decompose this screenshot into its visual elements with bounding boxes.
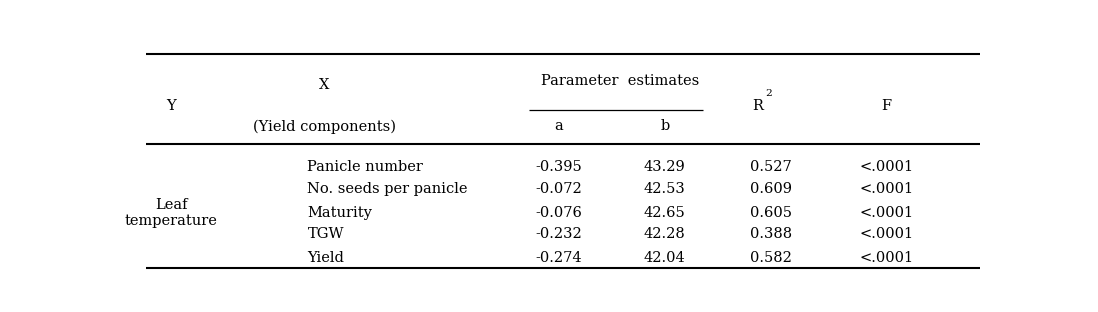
Text: X: X [320, 79, 329, 92]
Text: TGW: TGW [307, 227, 344, 241]
Text: 0.582: 0.582 [750, 251, 792, 266]
Text: 42.28: 42.28 [643, 227, 686, 241]
Text: Parameter  estimates: Parameter estimates [541, 74, 699, 88]
Text: 43.29: 43.29 [643, 160, 686, 174]
Text: <.0001: <.0001 [859, 182, 914, 196]
Text: <.0001: <.0001 [859, 160, 914, 174]
Text: Y: Y [167, 99, 176, 113]
Text: Maturity: Maturity [307, 206, 372, 220]
Text: No. seeds per panicle: No. seeds per panicle [307, 182, 468, 196]
Text: 42.65: 42.65 [643, 206, 686, 220]
Text: F: F [881, 99, 892, 113]
Text: -0.395: -0.395 [535, 160, 582, 174]
Text: -0.076: -0.076 [535, 206, 582, 220]
Text: -0.232: -0.232 [535, 227, 582, 241]
Text: <.0001: <.0001 [859, 251, 914, 266]
Text: 0.527: 0.527 [750, 160, 792, 174]
Text: -0.274: -0.274 [535, 251, 582, 266]
Text: <.0001: <.0001 [859, 227, 914, 241]
Text: 0.388: 0.388 [750, 227, 793, 241]
Text: a: a [554, 119, 563, 133]
Text: (Yield components): (Yield components) [253, 119, 396, 134]
Text: Panicle number: Panicle number [307, 160, 424, 174]
Text: <.0001: <.0001 [859, 206, 914, 220]
Text: Leaf
temperature: Leaf temperature [125, 198, 217, 228]
Text: 0.609: 0.609 [750, 182, 793, 196]
Text: 0.605: 0.605 [750, 206, 793, 220]
Text: Yield: Yield [307, 251, 345, 266]
Text: -0.072: -0.072 [535, 182, 582, 196]
Text: 42.04: 42.04 [643, 251, 686, 266]
Text: R: R [752, 99, 763, 113]
Text: 2: 2 [765, 90, 772, 98]
Text: 42.53: 42.53 [643, 182, 686, 196]
Text: b: b [660, 119, 670, 133]
